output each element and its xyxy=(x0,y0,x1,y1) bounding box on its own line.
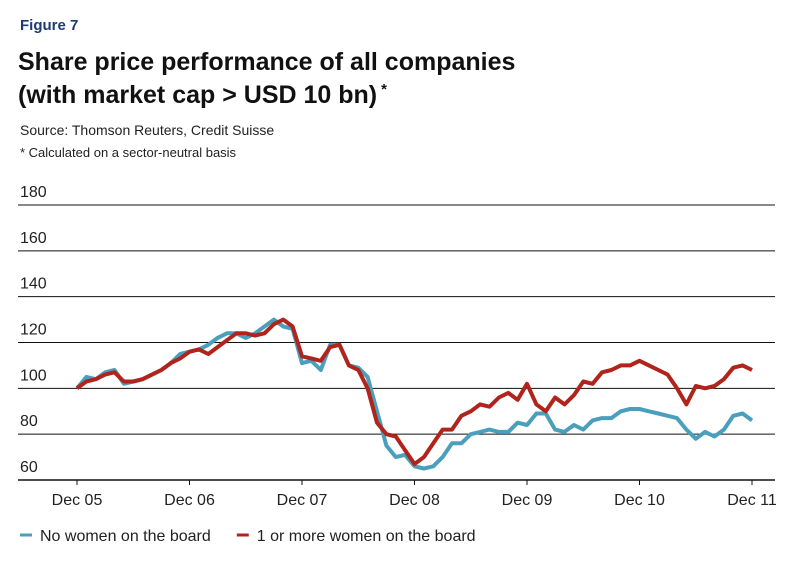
y-tick-label: 180 xyxy=(20,184,47,201)
chart-title: (with market cap > USD 10 bn) * xyxy=(18,81,387,109)
x-tick-label: Dec 05 xyxy=(52,492,103,509)
x-tick-label: Dec 11 xyxy=(727,492,777,509)
source: Source: Thomson Reuters, Credit Suisse xyxy=(20,122,274,138)
chart-title-line: (with market cap > USD 10 bn) xyxy=(18,81,377,109)
y-tick-label: 120 xyxy=(20,322,47,339)
series-line xyxy=(75,317,754,471)
y-tick-label: 60 xyxy=(20,459,38,476)
x-tick-label: Dec 07 xyxy=(277,492,328,509)
title-mark: * xyxy=(381,81,387,98)
chart-title: Share price performance of all companies xyxy=(18,48,515,76)
x-tick-label: Dec 09 xyxy=(502,492,553,509)
note: * Calculated on a sector-neutral basis xyxy=(20,145,237,160)
y-tick-label: 100 xyxy=(20,367,47,384)
figure-label: Figure 7 xyxy=(20,17,78,34)
legend-label: 1 or more women on the board xyxy=(257,528,476,545)
y-tick-label: 140 xyxy=(20,276,47,293)
x-tick-label: Dec 08 xyxy=(389,492,440,509)
legend-label: No women on the board xyxy=(40,528,211,545)
x-tick-label: Dec 06 xyxy=(164,492,215,509)
x-tick-label: Dec 10 xyxy=(614,492,665,509)
y-tick-label: 160 xyxy=(20,230,47,247)
series-line xyxy=(75,317,753,466)
y-tick-label: 80 xyxy=(20,413,38,430)
